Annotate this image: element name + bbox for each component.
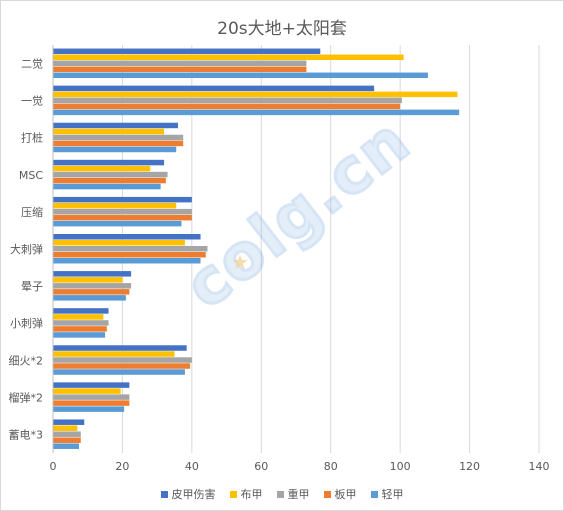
category-label: 晕子: [21, 280, 43, 293]
bar: [53, 159, 165, 166]
bar: [53, 208, 192, 215]
category-label: 一觉: [21, 95, 43, 108]
bar: [53, 140, 184, 147]
x-tick-label: 40: [185, 460, 199, 473]
bar: [53, 308, 109, 314]
legend-swatch: [370, 490, 378, 498]
bar: [53, 320, 109, 326]
bar: [53, 220, 182, 227]
bar: [53, 345, 187, 351]
legend-item: 皮甲伤害: [160, 486, 216, 502]
bar: [53, 177, 166, 184]
legend-label: 板甲: [334, 488, 357, 501]
bar: [53, 60, 307, 67]
bar: [53, 234, 201, 240]
legend-item: 轻甲: [370, 486, 404, 502]
chart-title: 20s大地+太阳套: [217, 19, 347, 39]
bar: [53, 258, 201, 264]
x-tick-label: 120: [459, 460, 480, 473]
bar: [53, 382, 130, 388]
bar: [53, 406, 125, 412]
chart-legend: 皮甲伤害 布甲 重甲 板甲 轻甲: [0, 486, 564, 502]
bar: [53, 314, 104, 320]
bar: [53, 351, 175, 357]
bar: [53, 283, 132, 289]
x-tick-label: 100: [390, 460, 411, 473]
legend-swatch: [276, 490, 284, 498]
legend-label: 布甲: [240, 488, 263, 501]
legend-item: 重甲: [276, 486, 310, 502]
category-label: 蓄电*3: [9, 428, 44, 441]
category-label: 打桩: [21, 131, 43, 145]
bar: [53, 122, 178, 129]
x-tick-label: 20: [115, 460, 129, 473]
category-label: 二觉: [21, 58, 43, 71]
bar: [53, 289, 130, 295]
bar: [53, 252, 206, 258]
bar: [53, 363, 191, 369]
bar: [53, 128, 165, 135]
bar: [53, 66, 307, 73]
bar: [53, 196, 192, 203]
category-label: 压缩: [21, 206, 43, 219]
legend-label: 重甲: [287, 488, 310, 501]
bar: [53, 388, 121, 394]
bar: [53, 443, 80, 449]
category-label: 榴弹*2: [9, 390, 44, 404]
bar: [53, 326, 107, 332]
legend-swatch: [323, 490, 331, 498]
category-label: 大刺弹: [10, 242, 43, 256]
legend-item: 板甲: [323, 486, 357, 502]
star-icon: ★: [231, 250, 249, 274]
bar: [53, 202, 177, 209]
x-tick-label: 140: [529, 460, 550, 473]
x-tick-label: 0: [50, 460, 57, 473]
bar: [53, 419, 85, 425]
bar: [53, 54, 404, 61]
category-label: MSC: [19, 169, 43, 182]
bar: [53, 103, 401, 110]
legend-item: 布甲: [229, 486, 263, 502]
legend-label: 轻甲: [381, 488, 404, 501]
bar: [53, 146, 177, 153]
bar: [53, 277, 123, 283]
bar: [53, 109, 460, 116]
bar: [53, 48, 321, 55]
bar: [53, 369, 185, 375]
bar: [53, 171, 168, 178]
x-tick-label: 80: [324, 460, 338, 473]
bar: [53, 91, 458, 98]
bar: [53, 357, 192, 363]
bar: [53, 332, 106, 338]
bar: [53, 165, 151, 172]
bar: [53, 394, 130, 400]
bar: [53, 437, 81, 443]
bar: [53, 97, 402, 104]
bar: [53, 72, 428, 79]
bar: [53, 295, 126, 301]
category-label: 细火*2: [9, 354, 44, 367]
bar: [53, 85, 375, 92]
bar: [53, 431, 81, 437]
legend-swatch: [229, 490, 237, 498]
legend-label: 皮甲伤害: [171, 488, 216, 501]
bar: [53, 246, 208, 252]
bar: [53, 134, 184, 141]
bar: [53, 240, 185, 246]
legend-swatch: [160, 490, 168, 498]
bar: [53, 183, 161, 190]
bar: [53, 214, 192, 221]
x-tick-label: 60: [254, 460, 268, 473]
category-label: 小刺弹: [10, 316, 43, 330]
bar: [53, 425, 78, 431]
bar: [53, 271, 132, 277]
bar: [53, 400, 130, 406]
